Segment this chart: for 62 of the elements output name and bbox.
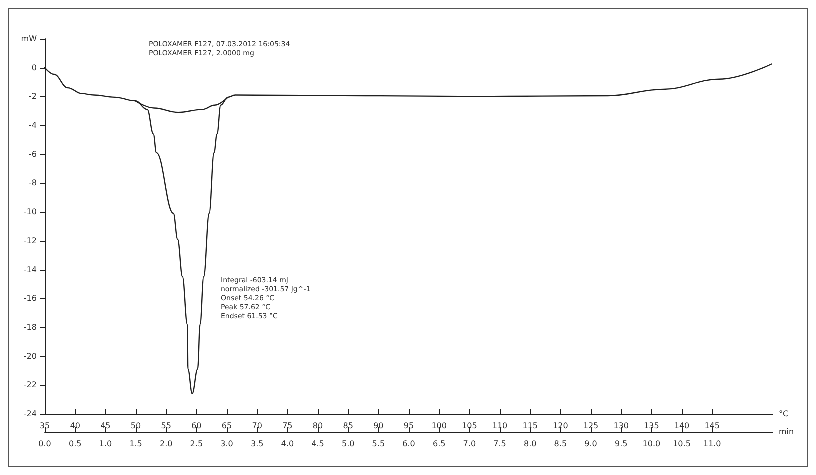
x-tick-label: 75 [282,422,293,430]
x2-tick-label: 0.5 [68,440,82,448]
x-tick-label: 35 [40,422,50,430]
x-tick-label: 85 [343,422,354,430]
x2-tick-label: 3.5 [250,440,264,448]
y-tick-label: -10 [24,208,37,217]
y-tick-label: -4 [29,121,37,130]
y-tick-label: -20 [24,352,37,361]
x2-tick-label: 2.0 [160,440,173,448]
x2-tick-label: 4.5 [312,440,324,448]
x-tick-label: 60 [192,422,202,430]
x2-tick-label: 9.5 [614,440,628,448]
x-tick-label: 70 [252,422,262,430]
x2-tick-label: 5.5 [372,440,386,448]
x2-tick-label: 7.0 [463,440,476,448]
x2-tick-label: 5.0 [342,440,355,448]
x-tick-label: 95 [404,422,414,430]
y-tick-label: -18 [24,322,37,332]
x2-tick-label: 2.5 [190,440,204,448]
y-tick-label: mW [21,34,38,44]
y-tick-label: -14 [24,265,37,274]
x-tick-label: 115 [522,422,538,430]
x2-tick-label: 7.5 [494,440,506,448]
y-tick-label: -16 [24,294,37,304]
y-tick-label: -2 [29,92,37,102]
x2-tick-label: 10.5 [673,440,691,448]
x2-tick-label: 11.0 [703,440,722,448]
x-tick-label: 145 [704,422,720,430]
x-tick-label: 140 [674,422,690,430]
y-tick-label: -8 [29,178,37,188]
x-tick-label: 45 [100,422,111,430]
y-tick-label: -22 [24,380,37,390]
x-tick-label: 90 [374,422,384,430]
x-tick-label: 55 [161,422,172,430]
y-tick-label: -6 [29,150,37,159]
x2-tick-label: 6.0 [402,440,416,448]
x2-tick-label: 3.0 [220,440,234,448]
x-axis-title: °C [779,410,789,418]
x-tick-label: 40 [70,422,80,430]
x2-tick-label: 9.0 [584,440,598,448]
x-tick-label: 125 [583,422,599,430]
x2-tick-label: 10.0 [642,440,661,448]
x-tick-label: 130 [614,422,629,430]
y-tick-label: 0 [32,63,37,72]
y-tick-label: -24 [24,410,37,418]
x2-tick-label: 6.5 [432,440,446,448]
x2-tick-label: 8.5 [554,440,568,448]
x2-tick-label: 1.0 [99,440,112,448]
x2-tick-label: 4.0 [281,440,294,448]
x2-tick-label: 8.0 [524,440,537,448]
x-tick-label: 105 [462,422,478,430]
x-tick-label: 120 [553,422,568,430]
x-tick-label: 135 [644,422,660,430]
x-tick-label: 100 [432,422,447,430]
x-tick-label: 110 [492,422,508,430]
x-tick-label: 65 [222,422,232,430]
x-tick-label: 80 [312,422,324,430]
x2-tick-label: 1.5 [130,440,142,448]
x2-tick-label: 0.0 [38,440,52,448]
x-tick-label: 50 [130,422,142,430]
y-tick-label: -12 [24,236,37,246]
x2-axis-title: min [779,428,794,436]
